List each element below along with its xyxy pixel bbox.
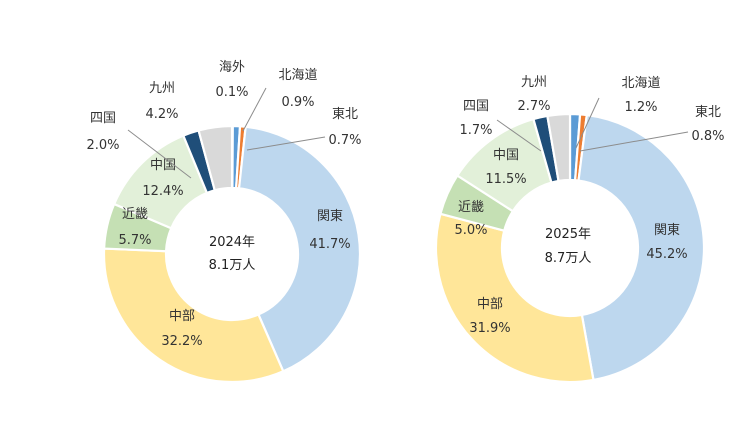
donut-chart-2: 2025年 8.7万人 関東 45.2% 中部 31.9% 近畿 5.0% 中国 11.5% 四国 1… — [434, 75, 725, 384]
donut-chart-1: 2024年 8.1万人 関東 41.7% 中部 32.2% 近畿 5.7% 中国 12.4% 四国 2… — [86, 60, 362, 384]
slice-name-四国: 四国 — [90, 111, 116, 126]
leader-line-東北 — [579, 131, 689, 152]
slice-中部 — [102, 247, 285, 384]
slice-value-関東: 41.7% — [309, 237, 350, 252]
leader-line-北海道 — [242, 87, 267, 132]
slice-name-九州: 九州 — [149, 81, 175, 96]
slice-name-東北: 東北 — [695, 104, 721, 120]
slice-name-海外: 海外 — [219, 60, 245, 75]
leader-line-四国 — [127, 129, 192, 179]
center-label-1: 2025年 — [545, 227, 591, 242]
leader-line-北海道 — [575, 97, 600, 149]
slice-value-中国: 12.4% — [142, 184, 183, 199]
leader-line-東北 — [246, 136, 326, 151]
slice-value-四国: 2.0% — [86, 138, 119, 153]
slice-name-近畿: 近畿 — [122, 207, 148, 222]
slice-value-関東: 45.2% — [646, 247, 687, 262]
slice-name-中国: 中国 — [150, 158, 176, 173]
slice-name-東北: 東北 — [332, 106, 358, 122]
slice-中部 — [434, 212, 595, 384]
center-label-2: 8.7万人 — [545, 251, 592, 266]
slice-value-海外: 0.1% — [215, 85, 248, 100]
leader-line-四国 — [496, 119, 542, 152]
slice-name-中国: 中国 — [493, 148, 519, 163]
slice-value-近畿: 5.7% — [118, 233, 151, 248]
slice-name-関東: 関東 — [317, 208, 343, 224]
slice-name-中部: 中部 — [169, 309, 195, 324]
slice-value-九州: 4.2% — [145, 107, 178, 122]
slice-name-北海道: 北海道 — [278, 68, 317, 83]
slice-関東 — [237, 125, 362, 373]
slice-name-九州: 九州 — [521, 75, 547, 90]
slice-value-九州: 2.7% — [517, 99, 550, 114]
slice-関東 — [577, 113, 706, 382]
slice-value-近畿: 5.0% — [454, 223, 487, 238]
slice-value-北海道: 1.2% — [624, 100, 657, 115]
slice-value-中部: 32.2% — [161, 334, 202, 349]
slice-name-北海道: 北海道 — [621, 76, 660, 91]
slice-九州 — [197, 124, 234, 192]
slice-value-中国: 11.5% — [485, 172, 526, 187]
slice-name-近畿: 近畿 — [458, 200, 484, 215]
slice-value-東北: 0.8% — [691, 129, 724, 144]
slice-name-中部: 中部 — [477, 297, 503, 312]
slice-value-四国: 1.7% — [459, 123, 492, 138]
slice-value-中部: 31.9% — [469, 321, 510, 336]
slice-name-関東: 関東 — [654, 222, 680, 238]
center-label-1: 2024年 — [209, 235, 255, 250]
slice-九州 — [546, 112, 572, 183]
center-label-2: 8.1万人 — [209, 258, 256, 273]
slice-value-北海道: 0.9% — [281, 95, 314, 110]
slice-value-東北: 0.7% — [328, 133, 361, 148]
slice-name-四国: 四国 — [463, 99, 489, 114]
